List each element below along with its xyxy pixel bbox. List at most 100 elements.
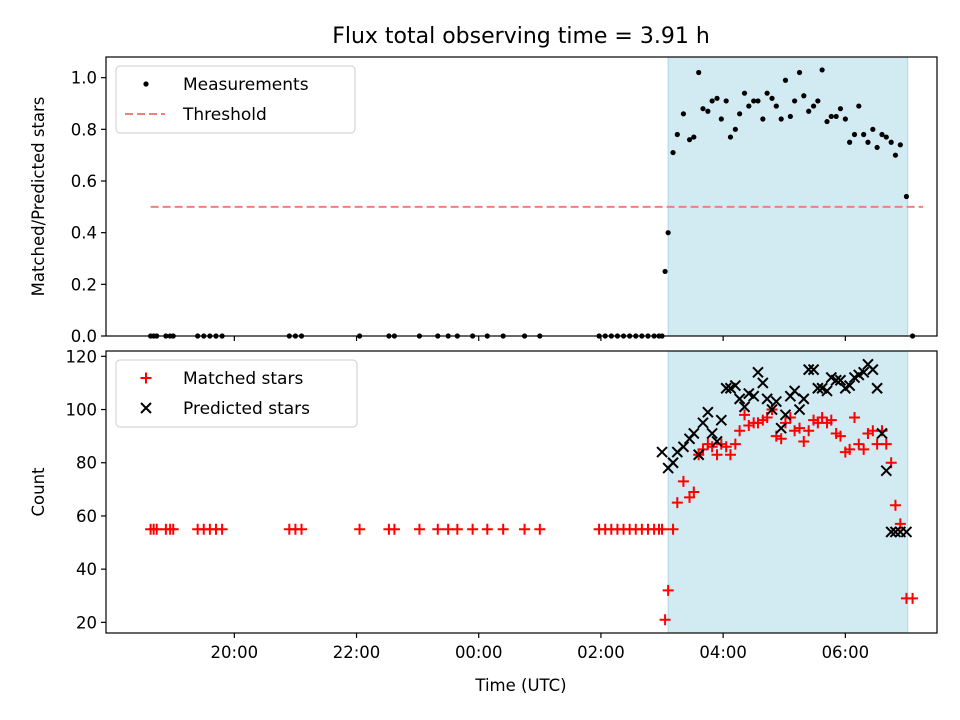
data-point <box>752 417 764 429</box>
data-point <box>729 438 741 450</box>
data-point <box>667 457 679 469</box>
data-point <box>843 379 856 392</box>
x-tick-label: 02:00 <box>577 643 625 662</box>
y-tick-label: 80 <box>76 454 97 473</box>
legend-label: Predicted stars <box>183 399 310 419</box>
data-point <box>847 139 853 145</box>
data-point <box>705 108 711 114</box>
data-point <box>862 427 874 439</box>
data-point <box>778 116 784 122</box>
data-point <box>769 95 775 101</box>
y-tick-label: 0.8 <box>71 120 97 139</box>
series-predicted-stars <box>656 358 913 538</box>
data-point <box>787 113 793 120</box>
y-tick-label: 20 <box>76 613 97 632</box>
data-point <box>889 499 901 511</box>
data-point <box>760 116 766 122</box>
data-point <box>812 382 824 394</box>
data-point <box>216 523 228 535</box>
legend: Matched stars Predicted stars <box>115 359 358 428</box>
data-point <box>815 98 821 104</box>
data-point <box>874 144 880 151</box>
x-tick-label: 04:00 <box>699 643 747 662</box>
data-point <box>775 422 787 434</box>
data-point <box>844 443 856 455</box>
data-point <box>755 98 761 104</box>
data-point <box>798 393 810 405</box>
data-point <box>871 382 883 394</box>
x-tick-label: 06:00 <box>822 643 870 662</box>
y-tick-label: 100 <box>66 401 98 420</box>
data-point <box>801 93 807 99</box>
data-point <box>697 417 709 429</box>
data-point <box>696 69 702 76</box>
data-point <box>807 363 820 376</box>
data-point <box>880 438 892 450</box>
data-point <box>519 523 531 535</box>
data-point <box>879 131 885 138</box>
data-point <box>729 379 742 392</box>
data-point <box>720 441 732 453</box>
legend-marker-swatch <box>143 81 149 87</box>
data-point <box>837 106 844 112</box>
data-point <box>819 67 825 73</box>
data-point <box>670 149 676 156</box>
data-point <box>688 486 700 498</box>
legend-marker-swatch <box>140 402 152 414</box>
x-tick-label: 00:00 <box>455 643 503 662</box>
data-point <box>834 430 846 442</box>
data-point <box>741 90 748 96</box>
y-tick-label: 40 <box>76 560 97 579</box>
data-point <box>354 523 366 535</box>
data-point <box>761 393 773 405</box>
legend-box <box>115 65 356 134</box>
data-point <box>802 363 815 376</box>
y-tick-label: 0.0 <box>71 327 97 346</box>
data-point <box>825 414 837 426</box>
data-point <box>892 152 899 158</box>
data-point <box>715 438 727 450</box>
data-point <box>798 435 810 447</box>
data-point <box>700 106 706 112</box>
data-point <box>903 193 910 200</box>
data-point <box>497 523 509 535</box>
data-point <box>715 414 728 426</box>
legend: Measurements Threshold <box>115 65 356 134</box>
data-point <box>897 142 903 148</box>
data-point <box>746 103 752 109</box>
data-point <box>794 422 806 434</box>
data-point <box>853 438 865 450</box>
top-panel-flux-ratio: 0.0 0.2 0.4 0.6 0.8 1.0 Matched/Predicted star… <box>29 56 938 346</box>
data-point <box>773 103 779 109</box>
data-point <box>739 409 751 421</box>
data-point <box>861 131 867 138</box>
data-point <box>793 403 806 416</box>
data-point <box>706 441 718 453</box>
data-point <box>803 425 815 437</box>
data-point <box>888 139 894 145</box>
data-point <box>856 103 862 109</box>
observing-window-shade <box>667 56 909 337</box>
data-point <box>671 497 683 509</box>
data-point <box>851 131 858 138</box>
data-point <box>659 614 671 626</box>
data-point <box>720 382 732 394</box>
data-point <box>727 134 734 140</box>
y-tick-label: 1.0 <box>71 69 97 88</box>
data-point <box>857 366 870 378</box>
data-point <box>792 98 798 104</box>
data-point <box>766 403 778 416</box>
legend-label: Matched stars <box>183 369 303 389</box>
data-point <box>747 390 760 402</box>
data-point <box>167 523 179 535</box>
axes-frame <box>105 350 938 634</box>
data-point <box>481 523 493 535</box>
data-point <box>889 526 902 538</box>
y-axis-label: Count <box>29 467 48 517</box>
y-tick-label: 120 <box>66 347 98 366</box>
data-point <box>413 523 425 535</box>
data-point <box>296 523 308 535</box>
x-tick-label: 22:00 <box>333 643 381 662</box>
data-point <box>388 523 400 535</box>
data-point <box>849 412 861 424</box>
